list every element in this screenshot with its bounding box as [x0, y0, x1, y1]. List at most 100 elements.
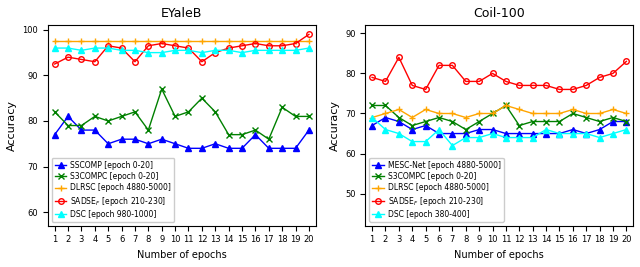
SSCOMP [epoch 0-20]	[172, 142, 179, 145]
S3COMPC [epoch 0-20]	[158, 88, 166, 91]
DLRSC [epoch 4880-5000]	[104, 40, 112, 43]
SADSE$_F$ [epoch 210-230]	[252, 42, 259, 45]
DSC [epoch 980-1000]	[172, 49, 179, 52]
SADSE$_F$ [epoch 210-230]	[542, 84, 550, 87]
MESC-Net [epoch 4880-5000]	[435, 132, 443, 135]
DSC [epoch 380-400]	[556, 132, 563, 135]
DLRSC [epoch 4880-5000]	[172, 40, 179, 43]
S3COMPC [epoch 0-20]	[556, 120, 563, 123]
SSCOMP [epoch 0-20]	[292, 147, 300, 150]
DLRSC [epoch 4880-5000]	[238, 40, 246, 43]
DSC [epoch 380-400]	[381, 128, 389, 131]
DSC [epoch 380-400]	[596, 136, 604, 139]
S3COMPC [epoch 0-20]	[381, 104, 389, 107]
DSC [epoch 380-400]	[542, 128, 550, 131]
SADSE$_F$ [epoch 210-230]	[51, 62, 58, 66]
DSC [epoch 980-1000]	[185, 49, 193, 52]
S3COMPC [epoch 0-20]	[542, 120, 550, 123]
MESC-Net [epoch 4880-5000]	[582, 132, 590, 135]
DLRSC [epoch 4880-5000]	[609, 108, 617, 111]
DLRSC [epoch 4880-5000]	[64, 40, 72, 43]
DLRSC [epoch 4880-5000]	[91, 40, 99, 43]
S3COMPC [epoch 0-20]	[489, 112, 497, 115]
Line: SADSE$_F$ [epoch 210-230]: SADSE$_F$ [epoch 210-230]	[369, 54, 629, 92]
MESC-Net [epoch 4880-5000]	[569, 128, 577, 131]
DLRSC [epoch 4880-5000]	[51, 40, 58, 43]
SADSE$_F$ [epoch 210-230]	[422, 88, 429, 91]
DSC [epoch 980-1000]	[265, 49, 273, 52]
DLRSC [epoch 4880-5000]	[422, 108, 429, 111]
S3COMPC [epoch 0-20]	[476, 120, 483, 123]
SSCOMP [epoch 0-20]	[252, 133, 259, 136]
S3COMPC [epoch 0-20]	[435, 116, 443, 119]
S3COMPC [epoch 0-20]	[462, 128, 470, 131]
DLRSC [epoch 4880-5000]	[305, 40, 313, 43]
MESC-Net [epoch 4880-5000]	[515, 132, 523, 135]
DSC [epoch 980-1000]	[91, 46, 99, 50]
DLRSC [epoch 4880-5000]	[502, 104, 510, 107]
Y-axis label: Accuracy: Accuracy	[7, 100, 17, 151]
DSC [epoch 380-400]	[502, 136, 510, 139]
DSC [epoch 980-1000]	[118, 49, 125, 52]
DLRSC [epoch 4880-5000]	[408, 116, 416, 119]
MESC-Net [epoch 4880-5000]	[623, 120, 630, 123]
Line: MESC-Net [epoch 4880-5000]: MESC-Net [epoch 4880-5000]	[369, 115, 629, 136]
DLRSC [epoch 4880-5000]	[265, 40, 273, 43]
Line: DSC [epoch 380-400]: DSC [epoch 380-400]	[369, 115, 629, 148]
MESC-Net [epoch 4880-5000]	[462, 132, 470, 135]
SSCOMP [epoch 0-20]	[77, 128, 85, 132]
DSC [epoch 980-1000]	[104, 46, 112, 50]
S3COMPC [epoch 0-20]	[211, 110, 219, 113]
SADSE$_F$ [epoch 210-230]	[609, 72, 617, 75]
DLRSC [epoch 4880-5000]	[395, 108, 403, 111]
DSC [epoch 380-400]	[529, 136, 536, 139]
SADSE$_F$ [epoch 210-230]	[131, 60, 139, 63]
DSC [epoch 380-400]	[569, 132, 577, 135]
DLRSC [epoch 4880-5000]	[435, 112, 443, 115]
SADSE$_F$ [epoch 210-230]	[104, 44, 112, 47]
Line: DLRSC [epoch 4880-5000]: DLRSC [epoch 4880-5000]	[369, 103, 629, 120]
SADSE$_F$ [epoch 210-230]	[305, 33, 313, 36]
SADSE$_F$ [epoch 210-230]	[238, 44, 246, 47]
SADSE$_F$ [epoch 210-230]	[172, 44, 179, 47]
DSC [epoch 980-1000]	[305, 46, 313, 50]
SSCOMP [epoch 0-20]	[145, 142, 152, 145]
SADSE$_F$ [epoch 210-230]	[265, 44, 273, 47]
DSC [epoch 980-1000]	[225, 49, 232, 52]
MESC-Net [epoch 4880-5000]	[596, 128, 604, 131]
DSC [epoch 980-1000]	[198, 51, 205, 54]
DSC [epoch 980-1000]	[292, 49, 300, 52]
SADSE$_F$ [epoch 210-230]	[292, 42, 300, 45]
DLRSC [epoch 4880-5000]	[185, 40, 193, 43]
S3COMPC [epoch 0-20]	[515, 124, 523, 127]
SADSE$_F$ [epoch 210-230]	[569, 88, 577, 91]
S3COMPC [epoch 0-20]	[104, 119, 112, 123]
SADSE$_F$ [epoch 210-230]	[381, 80, 389, 83]
X-axis label: Number of epochs: Number of epochs	[454, 250, 544, 260]
SADSE$_F$ [epoch 210-230]	[158, 42, 166, 45]
MESC-Net [epoch 4880-5000]	[381, 116, 389, 119]
SADSE$_F$ [epoch 210-230]	[435, 64, 443, 67]
SSCOMP [epoch 0-20]	[131, 138, 139, 141]
Line: SSCOMP [epoch 0-20]: SSCOMP [epoch 0-20]	[52, 114, 312, 151]
DLRSC [epoch 4880-5000]	[198, 40, 205, 43]
S3COMPC [epoch 0-20]	[265, 138, 273, 141]
SADSE$_F$ [epoch 210-230]	[502, 80, 510, 83]
DSC [epoch 380-400]	[609, 132, 617, 135]
DSC [epoch 980-1000]	[51, 46, 58, 50]
DLRSC [epoch 4880-5000]	[582, 112, 590, 115]
SADSE$_F$ [epoch 210-230]	[118, 46, 125, 50]
Line: DSC [epoch 980-1000]: DSC [epoch 980-1000]	[52, 45, 312, 55]
MESC-Net [epoch 4880-5000]	[368, 124, 376, 127]
DLRSC [epoch 4880-5000]	[211, 40, 219, 43]
SADSE$_F$ [epoch 210-230]	[198, 60, 205, 63]
DLRSC [epoch 4880-5000]	[556, 112, 563, 115]
Line: S3COMPC [epoch 0-20]: S3COMPC [epoch 0-20]	[369, 103, 629, 132]
DSC [epoch 980-1000]	[211, 49, 219, 52]
SADSE$_F$ [epoch 210-230]	[145, 44, 152, 47]
SSCOMP [epoch 0-20]	[158, 138, 166, 141]
SSCOMP [epoch 0-20]	[238, 147, 246, 150]
S3COMPC [epoch 0-20]	[569, 112, 577, 115]
SSCOMP [epoch 0-20]	[64, 115, 72, 118]
MESC-Net [epoch 4880-5000]	[476, 128, 483, 131]
